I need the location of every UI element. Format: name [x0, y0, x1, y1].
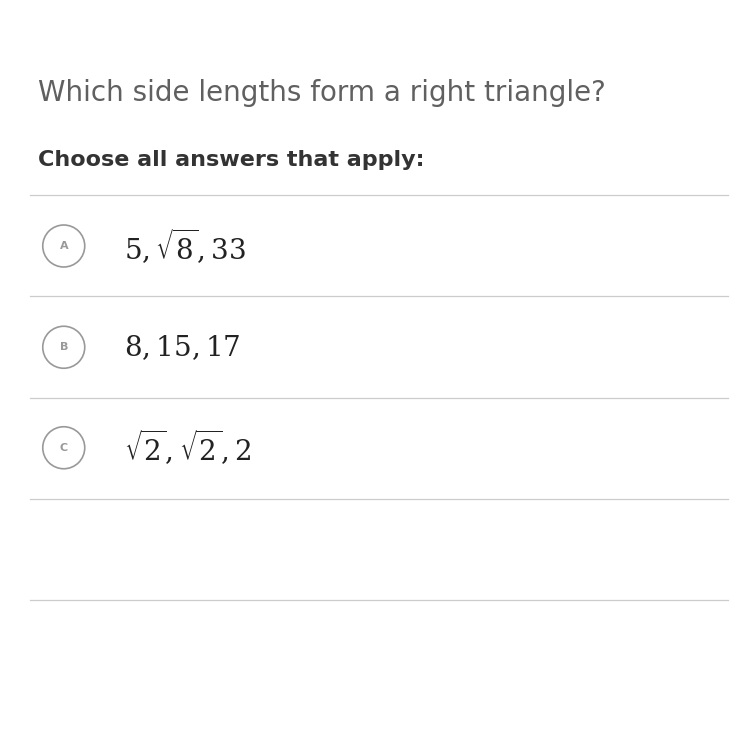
Text: Which side lengths form a right triangle?: Which side lengths form a right triangle… [38, 79, 605, 106]
Text: Choose all answers that apply:: Choose all answers that apply: [38, 150, 424, 170]
Text: $5, \sqrt{8}, 33$: $5, \sqrt{8}, 33$ [124, 226, 246, 266]
Text: C: C [60, 442, 68, 453]
Text: B: B [59, 342, 68, 352]
Text: A: A [59, 241, 68, 251]
Text: $\sqrt{2}, \sqrt{2}, 2$: $\sqrt{2}, \sqrt{2}, 2$ [124, 428, 250, 467]
Text: $8, 15, 17$: $8, 15, 17$ [124, 333, 240, 362]
